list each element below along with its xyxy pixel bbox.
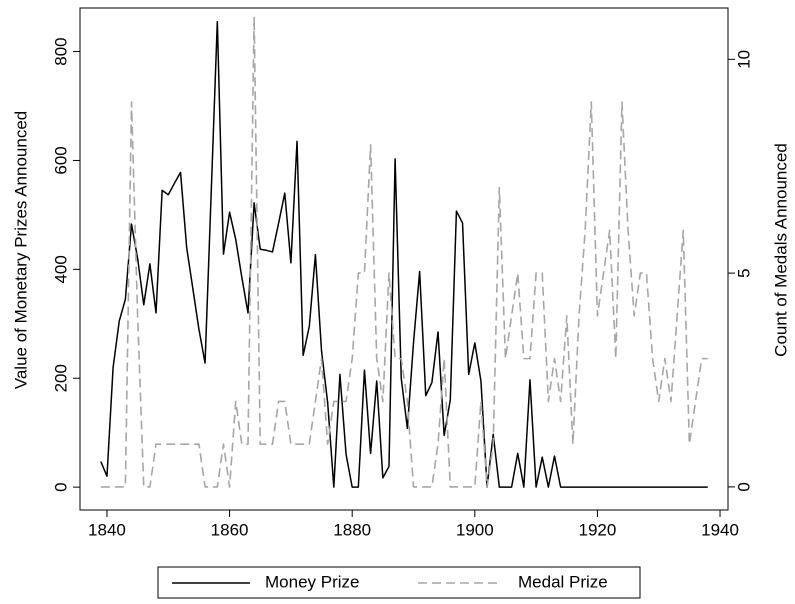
y2-tick-label: 0	[734, 482, 753, 491]
legend: Money Prize Medal Prize	[157, 566, 641, 599]
y-tick-label: 600	[51, 146, 70, 174]
y-axis-title: Value of Monetary Prizes Announced	[11, 111, 30, 389]
x-tick-label: 1840	[88, 520, 126, 539]
y-tick-label: 800	[51, 37, 70, 65]
y2-tick-label: 10	[734, 50, 753, 69]
y-tick-label: 0	[51, 482, 70, 491]
x-tick-label: 1940	[701, 520, 739, 539]
y-tick-label: 400	[51, 255, 70, 283]
data-line	[100, 20, 708, 488]
y-tick-label: 200	[51, 364, 70, 392]
y2-tick-label: 5	[734, 268, 753, 277]
x-tick-label: 1920	[579, 520, 617, 539]
data-line	[100, 15, 708, 488]
legend-label: Medal Prize	[518, 572, 608, 591]
x-tick-label: 1900	[456, 520, 494, 539]
legend-label: Money Prize	[265, 572, 359, 591]
y2-axis-title: Count of Medals Announced	[771, 143, 790, 357]
x-tick-label: 1880	[333, 520, 371, 539]
x-tick-label: 1860	[211, 520, 249, 539]
